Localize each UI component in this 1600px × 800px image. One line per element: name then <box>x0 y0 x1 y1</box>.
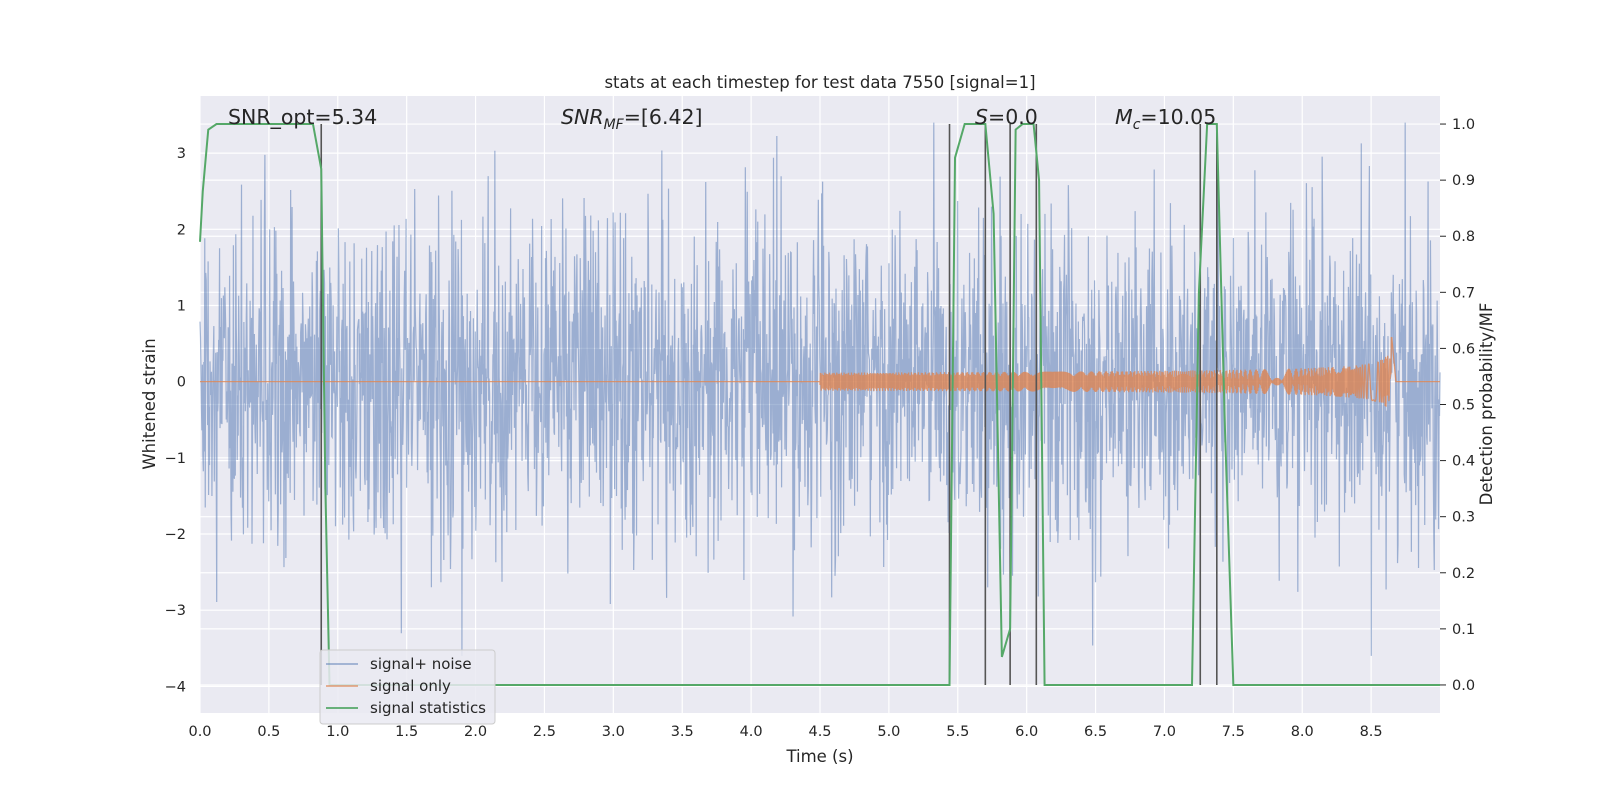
right-y-tick-label: 0.2 <box>1452 566 1475 582</box>
x-tick-label: 3.0 <box>602 724 625 740</box>
right-y-tick-label: 0.5 <box>1452 398 1475 414</box>
left-y-tick-label: 2 <box>177 222 186 238</box>
right-y-tick-label: 0.4 <box>1452 454 1475 470</box>
x-tick-label: 0.0 <box>188 724 211 740</box>
left-y-tick-label: −4 <box>165 679 186 695</box>
left-y-tick-label: 3 <box>177 146 186 162</box>
x-tick-label: 5.5 <box>946 724 969 740</box>
x-tick-label: 0.5 <box>257 724 280 740</box>
x-tick-label: 1.5 <box>395 724 418 740</box>
x-tick-label: 8.0 <box>1291 724 1314 740</box>
signal-only-series <box>199 337 1441 407</box>
x-tick-label: 7.0 <box>1153 724 1176 740</box>
left-y-tick-labels: −4 −3 −2 −1 0 1 2 3 <box>165 146 186 695</box>
left-y-tick-label: −3 <box>165 603 186 619</box>
right-y-tick-label: 0.3 <box>1452 510 1475 526</box>
snr-mf-annotation: SNRMF=[6.42] <box>561 105 703 133</box>
snr-opt-annotation: SNR_opt=5.34 <box>228 105 377 130</box>
x-tick-label: 4.0 <box>740 724 763 740</box>
left-y-tick-label: 1 <box>177 298 186 314</box>
legend-label-signal-only: signal only <box>370 677 451 695</box>
signal-statistics-series <box>199 123 1440 686</box>
legend-box <box>319 649 496 725</box>
x-tick-label: 6.0 <box>1015 724 1038 740</box>
annotations: SNR_opt=5.34 SNRMF=[6.42] S=0.0 Mc=10.05 <box>228 105 1216 133</box>
x-tick-labels: 0.0 0.5 1.0 1.5 2.0 2.5 3.0 3.5 4.0 4.5 5.0 5.5 6.0 6… <box>188 724 1382 740</box>
x-tick-label: 2.5 <box>533 724 556 740</box>
signal-statistics-line <box>199 123 1440 686</box>
right-y-tick-label: 0.6 <box>1452 341 1475 357</box>
legend-label-signal-noise: signal+ noise <box>370 655 472 673</box>
x-tick-label: 4.5 <box>808 724 831 740</box>
right-y-tick-label: 0.8 <box>1452 229 1475 245</box>
x-tick-label: 3.5 <box>671 724 694 740</box>
right-y-tick-label: 0.7 <box>1452 285 1475 301</box>
x-tick-label: 1.0 <box>326 724 349 740</box>
right-y-tick-label: 0.1 <box>1452 622 1475 638</box>
left-y-tick-label: −2 <box>165 527 186 543</box>
x-tick-label: 7.5 <box>1222 724 1245 740</box>
signal-only-line <box>199 337 1441 407</box>
chart-title: stats at each timestep for test data 755… <box>604 73 1035 92</box>
x-tick-label: 8.5 <box>1360 724 1383 740</box>
right-y-tick-label: 0.9 <box>1452 173 1475 189</box>
left-y-axis-label: Whitened strain <box>140 338 159 469</box>
mc-annotation: Mc=10.05 <box>1115 105 1216 133</box>
right-y-axis-label: Detection probability/MF <box>1477 303 1496 506</box>
right-y-tick-label: 1.0 <box>1452 117 1475 133</box>
x-tick-label: 5.0 <box>877 724 900 740</box>
x-tick-label: 2.0 <box>464 724 487 740</box>
legend: signal+ noise signal only signal statist… <box>319 649 496 725</box>
right-y-tick-labels: 0.0 0.1 0.2 0.3 0.4 0.5 0.6 0.7 0.8 0.9 1.0 <box>1440 117 1475 694</box>
x-axis-label: Time (s) <box>785 747 853 766</box>
right-y-tick-label: 0.0 <box>1452 678 1475 694</box>
left-y-tick-label: −1 <box>165 451 186 467</box>
noise-series <box>199 122 1441 656</box>
legend-label-signal-statistics: signal statistics <box>370 699 486 717</box>
s-annotation: S=0.0 <box>975 105 1038 129</box>
x-tick-label: 6.5 <box>1084 724 1107 740</box>
signal-noise-line <box>199 122 1441 656</box>
left-y-tick-label: 0 <box>177 375 186 391</box>
